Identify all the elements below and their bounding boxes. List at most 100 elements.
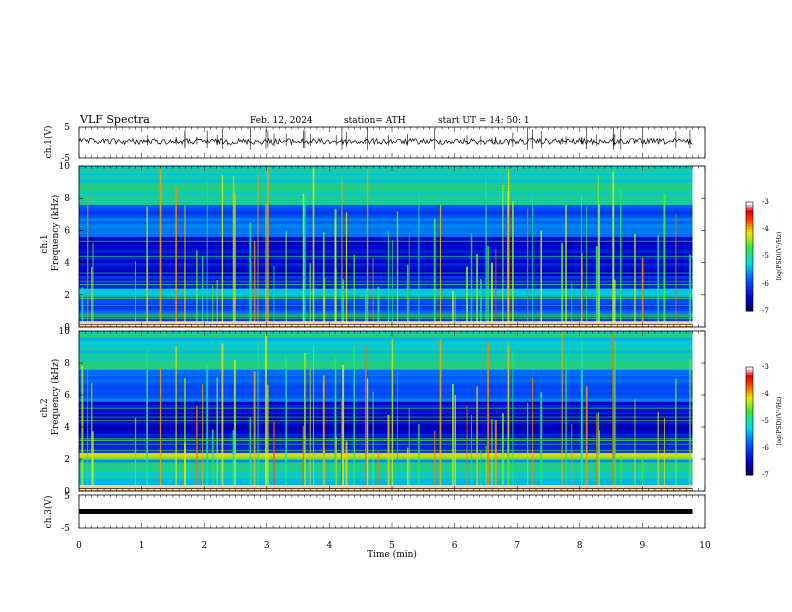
colorbar-step [746, 464, 753, 468]
colorbar-step [746, 367, 753, 371]
colorbar-step [746, 472, 753, 476]
colorbar-step [746, 391, 753, 395]
spectrogram-band [79, 465, 693, 469]
colorbar-step [746, 415, 753, 419]
spectrogram-band [79, 417, 693, 421]
spectrogram-band [79, 175, 693, 180]
colorbar-step [746, 223, 753, 228]
ch1-colorbar-tick-m7: -7 [762, 307, 769, 315]
colorbar-step [746, 305, 753, 309]
ytick-label: 2 [64, 291, 70, 301]
spectrogram-band [79, 375, 693, 380]
colorbar-step [746, 431, 753, 435]
spectrogram-band [79, 272, 693, 276]
ch2-colorbar-tick-m3: -3 [762, 363, 769, 371]
spectrogram-band [79, 439, 693, 444]
spectrogram-band [79, 211, 693, 215]
spectrogram-band [79, 275, 693, 279]
spectrogram-band [79, 391, 693, 396]
ytick-label: 10 [59, 162, 71, 172]
spectrogram-band [79, 220, 693, 225]
xtick-label: 3 [264, 541, 270, 551]
time-axis-tick-labels: 0 1 2 3 4 5 6 7 8 9 10 [76, 541, 711, 551]
figure-title: VLF Spectra [79, 113, 150, 126]
ch1-waveform-ylabel: ch.1(V) [43, 126, 54, 159]
spectrogram-band [79, 230, 693, 234]
ch1-ytick-top: 5 [64, 123, 70, 133]
spectrogram-band [79, 301, 693, 305]
ch2-colorbar-tick-m4: -4 [762, 390, 769, 398]
colorbar-step [746, 448, 753, 452]
colorbar-step [746, 270, 753, 274]
spectrogram-band [79, 256, 693, 260]
spectrogram-band [79, 217, 693, 222]
spectrogram-band [79, 449, 693, 453]
colorbar-step [746, 302, 753, 307]
spectrogram-band [79, 223, 693, 228]
spectrogram-band [79, 269, 693, 273]
ytick-label: 2 [64, 455, 70, 465]
spectrogram-band [79, 398, 693, 402]
colorbar-step [746, 418, 753, 422]
spectrogram-band [79, 207, 693, 212]
colorbar-step [746, 426, 753, 430]
colorbar-step [746, 300, 753, 304]
spectrogram-band [79, 304, 693, 308]
figure-header: VLF Spectra Feb. 12, 2024 station= ATH s… [79, 113, 530, 126]
spectrogram-band [79, 455, 693, 460]
colorbar-step [746, 458, 753, 462]
colorbar-step [746, 226, 753, 230]
spectrogram-band [79, 233, 693, 238]
spectrogram-band [79, 243, 693, 247]
colorbar-step [746, 423, 753, 427]
colorbar-step [746, 207, 753, 211]
spectrogram-band [79, 353, 693, 357]
spectrogram-band [79, 385, 693, 389]
colorbar-step [746, 275, 753, 279]
colorbar-step [746, 294, 753, 298]
ch1-waveform-xticks [78, 127, 706, 158]
spectrogram-band [79, 281, 693, 286]
ch1-colorbar-scale [746, 202, 753, 312]
colorbar-step [746, 283, 753, 287]
spectrogram-band [79, 240, 693, 244]
ch1-colorbar-tick-m5: -5 [762, 252, 769, 260]
spectrogram-band [79, 227, 693, 231]
spectrogram-band [79, 340, 693, 345]
ch2-spectrogram-ylabel: Frequency (kHz) [50, 359, 61, 436]
spectrogram-low-band [79, 321, 693, 327]
colorbar-step [746, 453, 753, 457]
spectrogram-band [79, 249, 693, 254]
colorbar-step [746, 202, 753, 206]
colorbar-step [746, 377, 753, 381]
spectrogram-band [79, 191, 693, 196]
colorbar-step [746, 308, 753, 312]
colorbar-step [746, 297, 753, 301]
colorbar-step [746, 434, 753, 438]
spectrogram-band [79, 359, 693, 364]
spectrogram-band [79, 430, 693, 434]
spectrogram-band [79, 407, 693, 412]
date-label: Feb. 12, 2024 [250, 116, 313, 126]
ch1-spectrogram-ylabel: Frequency (kHz) [50, 195, 61, 272]
ch3-waveform-xticks [78, 495, 706, 528]
ch2-colorbar-scale [746, 367, 753, 476]
xtick-label: 4 [327, 541, 333, 551]
spectrogram-band [79, 178, 693, 183]
xtick-label: 6 [452, 541, 458, 551]
colorbar-step [746, 404, 753, 408]
spectrogram-band [79, 188, 693, 193]
colorbar-step [746, 259, 753, 263]
spectrogram-band [79, 478, 693, 482]
colorbar-step [746, 450, 753, 454]
colorbar-step [746, 421, 753, 425]
ytick-label: 4 [64, 259, 70, 269]
ch3-waveform-ylabel: ch.3(V) [43, 496, 54, 529]
ch2-spectrogram-panel: 0 2 4 6 8 10 ch.2 Frequency (kHz) [40, 327, 706, 497]
spectrogram-band [79, 468, 693, 473]
colorbar-step [746, 410, 753, 414]
colorbar-step [746, 248, 753, 252]
ch2-colorbar-tick-m6: -6 [762, 444, 769, 452]
colorbar-step [746, 429, 753, 433]
